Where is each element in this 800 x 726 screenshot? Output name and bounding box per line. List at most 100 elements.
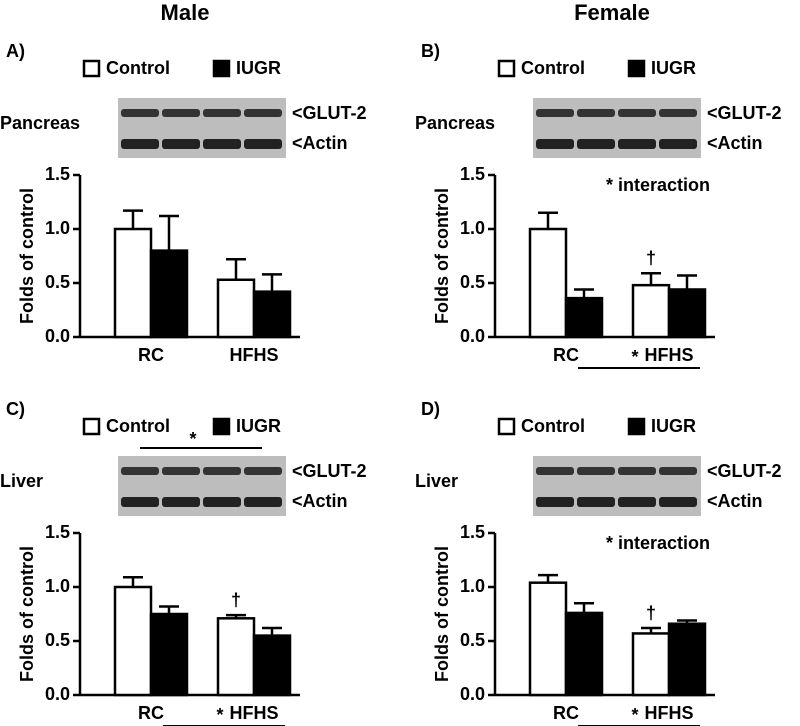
axis-star: *: [631, 705, 638, 725]
y-tick-label: 0.0: [45, 326, 70, 346]
y-tick-label: 0.0: [460, 684, 485, 704]
dagger: †: [646, 603, 656, 623]
x-tick-label: HFHS: [230, 345, 279, 365]
blot-band: [536, 139, 574, 149]
bar: [149, 249, 189, 339]
bar: [631, 283, 671, 339]
axis-star: *: [216, 705, 223, 725]
bar: [528, 581, 568, 697]
x-tick-label: RC: [138, 703, 164, 723]
legend-swatch: [82, 417, 101, 436]
bar: [252, 634, 292, 697]
y-axis-label: Folds of control: [17, 546, 37, 682]
legend-swatch: [627, 59, 646, 78]
y-axis-label: Folds of control: [432, 188, 452, 324]
blot-band: [577, 497, 615, 507]
blot-band: [659, 467, 697, 475]
blot-band: [203, 139, 241, 149]
annotation: * interaction: [606, 175, 710, 195]
bar: [631, 632, 671, 697]
blot-label: <Actin: [292, 133, 348, 153]
y-tick-label: 1.5: [45, 164, 70, 184]
dagger: †: [646, 248, 656, 268]
bar: [528, 227, 568, 339]
bar: [667, 622, 707, 697]
tissue-label: Pancreas: [0, 113, 80, 133]
panel: B) Control IUGR Pancreas <GLUT-2 <Actin 0.0 0.5…: [415, 41, 782, 369]
y-axis-label: Folds of control: [432, 546, 452, 682]
y-tick-label: 1.5: [460, 164, 485, 184]
panel: C) Control IUGR Liver <GLUT-2 <Actin * 0.0 0.5 1.…: [0, 399, 367, 726]
blot-band: [121, 109, 159, 117]
bar: [216, 278, 256, 339]
blot-band: [244, 109, 282, 117]
blot-band: [577, 109, 615, 117]
y-tick-label: 0.5: [45, 272, 70, 292]
legend-label: Control: [521, 58, 585, 78]
legend-swatch: [497, 59, 516, 78]
y-tick-label: 0.5: [460, 272, 485, 292]
y-tick-label: 0.5: [45, 630, 70, 650]
blot-band: [203, 109, 241, 117]
legend-label: IUGR: [651, 58, 696, 78]
tissue-label: Liver: [0, 471, 43, 491]
bar: [113, 585, 153, 697]
blot-label: <Actin: [707, 491, 763, 511]
legend-swatch: [82, 59, 101, 78]
blot-band: [659, 139, 697, 149]
blot-band: [618, 109, 656, 117]
bar: [149, 612, 189, 697]
legend-swatch: [627, 417, 646, 436]
blot-band: [577, 467, 615, 475]
panel-label: C): [6, 399, 25, 419]
bar: [216, 617, 256, 697]
blot-band: [536, 497, 574, 507]
blot-label: <Actin: [292, 491, 348, 511]
blot-band: [162, 467, 200, 475]
x-tick-label: RC: [138, 345, 164, 365]
tissue-label: Liver: [415, 471, 458, 491]
y-tick-label: 1.0: [460, 218, 485, 238]
y-tick-label: 1.0: [45, 576, 70, 596]
legend-swatch: [497, 417, 516, 436]
tissue-label: Pancreas: [415, 113, 495, 133]
column-header: Male: [161, 0, 210, 25]
legend-label: Control: [106, 58, 170, 78]
blot-band: [659, 497, 697, 507]
blot-band: [203, 497, 241, 507]
bar: [564, 611, 604, 697]
dagger: †: [231, 590, 241, 610]
legend-label: Control: [521, 416, 585, 436]
blot-band: [618, 497, 656, 507]
blot-band: [244, 497, 282, 507]
blot-band: [536, 109, 574, 117]
panel-label: B): [421, 41, 440, 61]
blot-band: [577, 139, 615, 149]
blot-band: [121, 467, 159, 475]
blot-band: [121, 139, 159, 149]
bar: [252, 290, 292, 339]
panel: D) Control IUGR Liver <GLUT-2 <Actin 0.0 0.5 1.0…: [415, 399, 782, 726]
legend-label: Control: [106, 416, 170, 436]
bar: [667, 288, 707, 339]
axis-star: *: [631, 347, 638, 367]
blot-label: <Actin: [707, 133, 763, 153]
y-axis-label: Folds of control: [17, 188, 37, 324]
panel-label: D): [421, 399, 440, 419]
blot-band: [162, 497, 200, 507]
blot-label: <GLUT-2: [292, 461, 367, 481]
blot-band: [162, 139, 200, 149]
column-header: Female: [574, 0, 650, 25]
x-tick-label: HFHS: [645, 703, 694, 723]
blot-band: [244, 139, 282, 149]
blot-star: *: [189, 429, 196, 449]
bar: [113, 227, 153, 339]
blot-label: <GLUT-2: [707, 461, 782, 481]
y-tick-label: 1.5: [460, 522, 485, 542]
blot-band: [536, 467, 574, 475]
blot-band: [121, 497, 159, 507]
bar: [564, 296, 604, 339]
legend-label: IUGR: [651, 416, 696, 436]
x-tick-label: HFHS: [645, 345, 694, 365]
